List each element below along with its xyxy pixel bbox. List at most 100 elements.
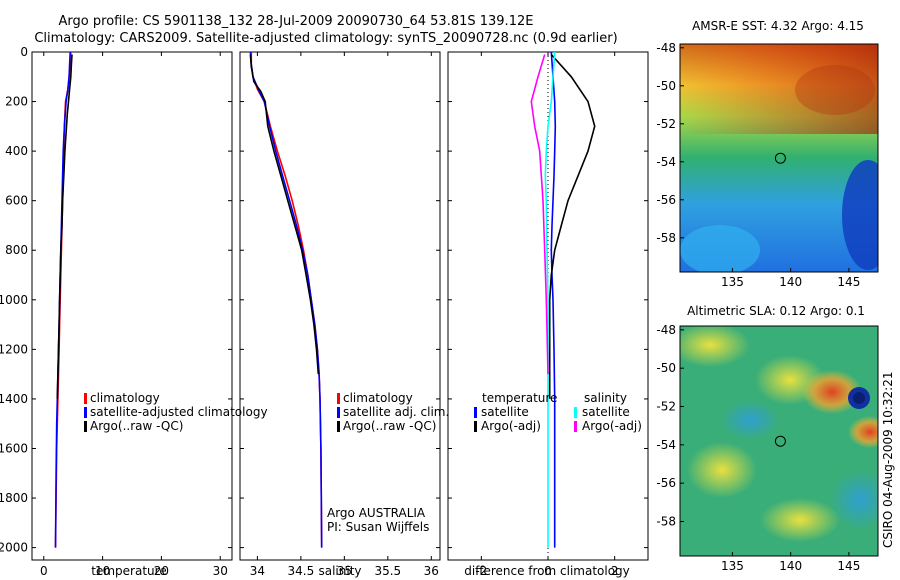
sst-field — [680, 44, 878, 272]
map-x-tick-label: 135 — [721, 275, 744, 289]
sst-map-ticks: 135 140 145 -48 -50 -52 -54 -56 -58 — [656, 41, 860, 289]
sla-map: Altimetric SLA: 0.12 Argo: 0.1 135 140 145… — [656, 304, 879, 573]
series-satellite-adjusted-climatology — [54, 51, 71, 548]
series-temperature-satellite — [550, 51, 557, 548]
legend-swatch-argo — [84, 421, 87, 432]
x-tick-label: 2 — [611, 564, 619, 578]
legend-swatch-sal-satellite — [574, 407, 577, 418]
y-tick-label: 2000 — [0, 541, 28, 555]
sst-map-frame — [679, 43, 879, 273]
salinity-lines — [249, 51, 323, 548]
x-tick-label: 30 — [213, 564, 228, 578]
series-climatology — [54, 51, 72, 548]
sla-map-title: Altimetric SLA: 0.12 Argo: 0.1 — [687, 304, 865, 318]
sla-hot-southeast — [848, 416, 878, 448]
map-y-tick-label: -52 — [656, 117, 676, 131]
x-tick-label: 36 — [424, 564, 439, 578]
series-argo-raw-qc — [56, 54, 73, 399]
y-tick-label: 600 — [5, 194, 28, 208]
difference-panel: -2 0 2 difference from climatology tempera… — [447, 51, 649, 578]
y-tick-label: 0 — [20, 45, 28, 59]
annotation-argo-australia: Argo AUSTRALIA — [327, 506, 426, 520]
csiro-stamp: CSIRO 04-Aug-2009 10:32:21 — [881, 372, 895, 548]
y-tick-label: 400 — [5, 144, 28, 158]
map-y-tick-label: -54 — [656, 155, 676, 169]
x-tick-label: 20 — [154, 564, 169, 578]
x-tick-label: -2 — [475, 564, 487, 578]
x-tick-label: 0 — [544, 564, 552, 578]
map-y-tick-label: -58 — [656, 231, 676, 245]
salinity-legend: climatology satellite adj. clim. Argo(..… — [337, 391, 449, 433]
figure-title-line1: Argo profile: CS 5901138_132 28-Jul-2009… — [59, 14, 534, 29]
difference-x-ticks: -2 0 2 — [448, 51, 648, 578]
legend-label-argo: Argo(..raw -QC) — [343, 419, 436, 433]
temperature-legend: climatology satellite-adjusted climatolo… — [84, 391, 268, 433]
legend-label-argo: Argo(..raw -QC) — [90, 419, 183, 433]
y-tick-label: 1000 — [0, 293, 28, 307]
map-x-tick-label: 140 — [779, 559, 802, 573]
legend-label-climatology: climatology — [343, 391, 413, 405]
sst-map-title: AMSR-E SST: 4.32 Argo: 4.15 — [692, 19, 864, 33]
map-x-tick-label: 135 — [721, 559, 744, 573]
sla-map-ticks: 135 140 145 -48 -50 -52 -54 -56 -58 — [656, 323, 860, 573]
legend-swatch-temp-argo — [474, 421, 477, 432]
sst-argo-marker — [774, 152, 786, 164]
sst-warm-northeast — [680, 44, 878, 134]
annotation-pi: PI: Susan Wijffels — [327, 520, 429, 534]
x-tick-label: 35 — [337, 564, 352, 578]
legend-swatch-climatology — [84, 393, 87, 404]
x-tick-label: 34.5 — [288, 564, 315, 578]
legend-label-temp-satellite: satellite — [481, 405, 529, 419]
series-salinity-satellite — [544, 51, 556, 548]
sla-field — [680, 326, 878, 556]
sla-high-northwest — [680, 326, 750, 367]
series-argo-raw-qc — [249, 54, 320, 375]
legend-swatch-temp-satellite — [474, 407, 477, 418]
legend-swatch-satellite-adjusted — [84, 407, 87, 418]
map-y-tick-label: -56 — [656, 193, 676, 207]
series-salinity-argo-adj — [530, 54, 549, 375]
legend-label-climatology: climatology — [90, 391, 160, 405]
legend-label-satellite-adjusted: satellite-adjusted climatology — [90, 405, 268, 419]
legend-label-temp-argo: Argo(-adj) — [481, 419, 541, 433]
map-x-tick-label: 145 — [837, 275, 860, 289]
sla-eddy-center — [853, 392, 865, 404]
legend-label-satellite-adj: satellite adj. clim. — [343, 405, 449, 419]
sla-argo-marker — [774, 435, 786, 447]
temperature-panel: 0 10 20 30 0 200 400 600 800 1000 1200 1400 1600 180… — [0, 45, 268, 578]
sst-warm-patch — [795, 65, 875, 115]
x-tick-label: 10 — [95, 564, 110, 578]
legend-title-salinity: salinity — [584, 391, 627, 405]
map-y-tick-label: -52 — [656, 400, 676, 414]
map-y-tick-label: -48 — [656, 41, 676, 55]
map-y-tick-label: -56 — [656, 476, 676, 490]
sst-cold-southeast — [842, 160, 878, 270]
legend-swatch-climatology — [337, 393, 340, 404]
sst-map: AMSR-E SST: 4.32 Argo: 4.15 135 140 145 -48… — [656, 19, 879, 289]
temperature-lines — [54, 51, 73, 548]
temperature-axes-frame — [31, 51, 233, 561]
temperature-y-ticks: 0 200 400 600 800 1000 1200 1400 1600 1800 2000 — [0, 45, 232, 555]
map-y-tick-label: -50 — [656, 79, 676, 93]
difference-xlabel: difference from climatology — [464, 564, 630, 578]
y-tick-label: 200 — [5, 95, 28, 109]
difference-lines — [530, 51, 596, 548]
legend-label-sal-satellite: satellite — [582, 405, 630, 419]
salinity-panel: 34 34.5 35 35.5 36 salinity climatology sate… — [239, 51, 449, 578]
legend-label-sal-argo: Argo(-adj) — [582, 419, 642, 433]
legend-title-temperature: temperature — [482, 391, 557, 405]
y-tick-label: 1200 — [0, 342, 28, 356]
map-y-tick-label: -50 — [656, 361, 676, 375]
x-tick-label: 0 — [40, 564, 48, 578]
map-y-tick-label: -54 — [656, 438, 676, 452]
x-tick-label: 35.5 — [374, 564, 401, 578]
sla-map-frame — [679, 325, 879, 557]
sla-low-southeast — [830, 470, 878, 530]
map-y-tick-label: -58 — [656, 515, 676, 529]
salinity-axes-frame — [239, 51, 441, 561]
sst-cool-southwest — [680, 225, 760, 272]
salinity-xlabel: salinity — [318, 564, 361, 578]
legend-swatch-satellite-adj — [337, 407, 340, 418]
